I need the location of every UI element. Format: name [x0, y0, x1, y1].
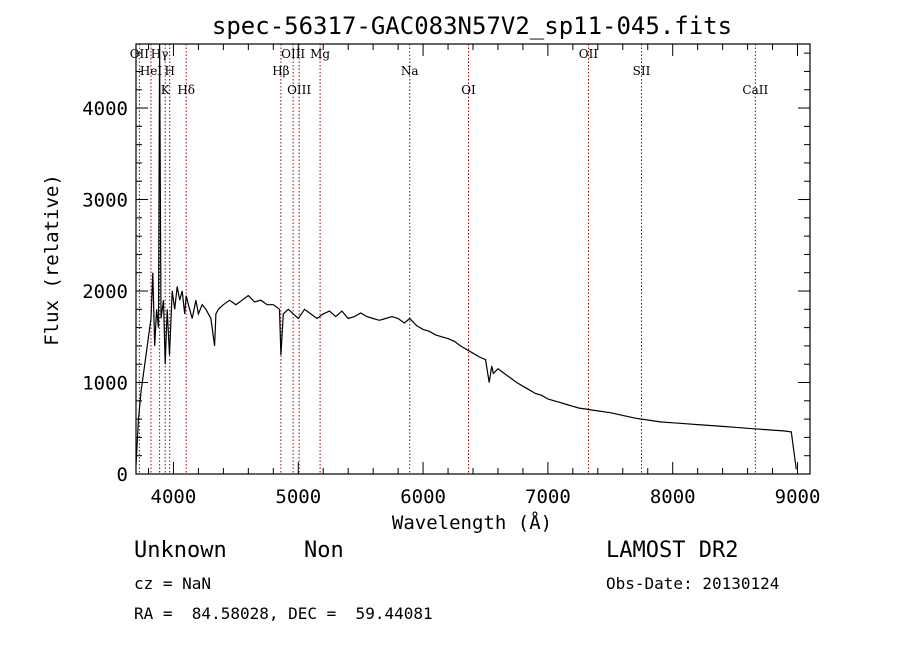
spectrum-series	[135, 43, 797, 470]
redshift-cz: cz = NaN	[134, 574, 212, 593]
x-tick-label-3: 7000	[525, 486, 571, 508]
x-tick-label-4: 8000	[650, 486, 696, 508]
spectrum-line-0	[135, 43, 797, 470]
x-tick-label-1: 5000	[275, 486, 321, 508]
line-label-2: K	[161, 83, 171, 97]
x-axis-label: Wavelength (Å)	[392, 511, 552, 534]
axis-ticks: 4000 5000 6000 7000 8000 9000 0 1000 2000 3000 400…	[82, 44, 820, 508]
line-label-5: Hδ	[177, 83, 195, 97]
survey-name: LAMOST DR2	[606, 538, 739, 563]
line-label-14: CaII	[742, 83, 768, 97]
y-tick-label-1: 1000	[82, 373, 128, 395]
y-axis-label: Flux (relative)	[41, 174, 63, 346]
y-tick-label-3: 3000	[82, 190, 128, 212]
line-label-6: OIII	[281, 47, 305, 61]
line-label-3: OII	[130, 47, 150, 61]
line-label-9: Mg	[310, 47, 330, 61]
line-label-13: SII	[633, 64, 651, 78]
object-type: Unknown	[134, 538, 227, 563]
line-label-7: Hβ	[272, 64, 289, 78]
object-subclass: Non	[304, 538, 344, 563]
x-tick-label-2: 6000	[400, 486, 446, 508]
line-label-10: Na	[401, 64, 419, 78]
x-tick-label-0: 4000	[151, 486, 197, 508]
chart-title: spec-56317-GAC083N57V2_sp11-045.fits	[212, 12, 732, 40]
spectrum-plot: spec-56317-GAC083N57V2_sp11-045.fits HγH…	[41, 12, 820, 534]
line-label-4: HeI	[140, 64, 163, 78]
y-tick-label-2: 2000	[82, 281, 128, 303]
line-label-1: H	[164, 64, 174, 78]
coordinates: RA = 84.58028, DEC = 59.44081	[134, 604, 433, 623]
y-tick-label-4: 4000	[82, 98, 128, 120]
y-tick-label-0: 0	[117, 464, 128, 486]
obs-date: Obs-Date: 20130124	[606, 574, 780, 593]
plot-frame	[135, 43, 811, 475]
x-tick-label-5: 9000	[775, 486, 821, 508]
line-label-12: OII	[579, 47, 599, 61]
line-label-8: OIII	[287, 83, 311, 97]
line-label-11: OI	[461, 83, 476, 97]
